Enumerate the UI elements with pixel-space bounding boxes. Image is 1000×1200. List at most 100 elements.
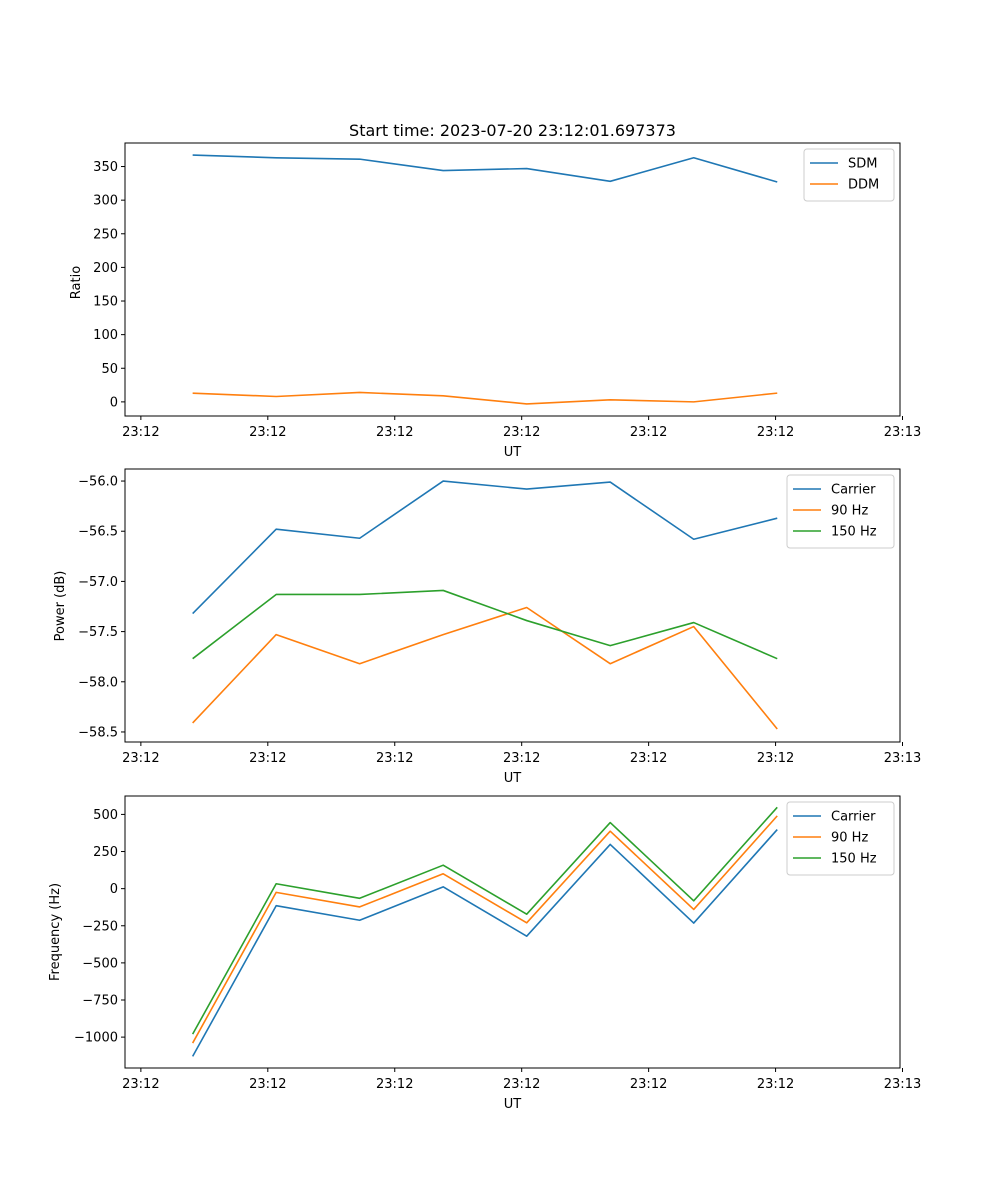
- data-point-90-hz: [525, 921, 528, 924]
- data-point-150-hz: [191, 1033, 194, 1036]
- data-point-150-hz: [358, 897, 361, 900]
- x-tick-label: 23:13: [884, 751, 921, 766]
- series-line-150-hz: [192, 589, 778, 660]
- series-line-ddm: [192, 391, 778, 405]
- x-tick-label: 23:12: [249, 1077, 286, 1092]
- y-tick-label: 150: [93, 295, 118, 310]
- data-point-carrier: [442, 480, 445, 483]
- data-point-150-hz: [609, 821, 612, 824]
- data-point-150-hz: [692, 621, 695, 624]
- x-axis-label: UT: [504, 771, 522, 786]
- data-point-150-hz: [525, 913, 528, 916]
- x-tick-label: 23:12: [630, 751, 667, 766]
- data-point-sdm: [525, 167, 528, 170]
- data-point-carrier: [692, 922, 695, 925]
- x-tick-label: 23:12: [376, 751, 413, 766]
- data-point-ddm: [191, 392, 194, 395]
- legend-label: 90 Hz: [831, 831, 868, 846]
- legend-label: 150 Hz: [831, 525, 877, 540]
- y-tick-label: 250: [93, 227, 118, 242]
- data-point-90-hz: [358, 662, 361, 665]
- data-point-carrier: [692, 538, 695, 541]
- x-tick-label: 23:12: [122, 425, 159, 440]
- y-tick-label: 0: [110, 882, 118, 897]
- y-tick-label: 0: [110, 395, 118, 410]
- data-point-carrier: [525, 935, 528, 938]
- y-tick-label: 350: [93, 160, 118, 175]
- data-point-ddm: [692, 400, 695, 403]
- plot-area: [124, 142, 901, 417]
- series-line-carrier: [192, 480, 778, 615]
- data-point-150-hz: [525, 619, 528, 622]
- data-point-carrier: [275, 904, 278, 907]
- y-tick-label: −500: [82, 956, 118, 971]
- x-tick-label: 23:12: [503, 751, 540, 766]
- data-point-carrier: [191, 612, 194, 615]
- data-point-carrier: [442, 885, 445, 888]
- y-tick-label: 500: [93, 808, 118, 823]
- data-point-sdm: [191, 154, 194, 157]
- series-line-150-hz: [191, 806, 778, 1035]
- data-point-150-hz: [776, 806, 779, 809]
- data-point-ddm: [358, 391, 361, 394]
- data-point-carrier: [191, 1055, 194, 1058]
- x-axis-label: UT: [504, 1097, 522, 1112]
- data-point-90-hz: [442, 633, 445, 636]
- y-tick-label: −56.0: [78, 475, 118, 490]
- legend-box: [786, 801, 895, 876]
- data-point-sdm: [776, 181, 779, 184]
- data-point-90-hz: [525, 606, 528, 609]
- legend-label: DDM: [848, 178, 879, 193]
- data-point-90-hz: [776, 814, 779, 817]
- data-point-90-hz: [275, 891, 278, 894]
- y-tick-label: 250: [93, 845, 118, 860]
- y-axis-label: Frequency (Hz): [48, 883, 63, 981]
- series-line-carrier: [191, 829, 778, 1057]
- frequency-panel: UT Frequency (Hz) 23:12 23:12 23:12 23:12 23…: [48, 795, 921, 1112]
- data-point-carrier: [609, 843, 612, 846]
- data-point-sdm: [358, 158, 361, 161]
- plot-area: [124, 795, 901, 1069]
- data-point-carrier: [609, 481, 612, 484]
- legend-label: 90 Hz: [831, 504, 868, 519]
- chart-title: Start time: 2023-07-20 23:12:01.697373: [349, 121, 676, 140]
- x-tick-label: 23:12: [376, 425, 413, 440]
- data-point-150-hz: [442, 589, 445, 592]
- x-tick-label: 23:12: [376, 1077, 413, 1092]
- x-axis-label: UT: [504, 445, 522, 460]
- data-point-sdm: [609, 180, 612, 183]
- y-tick-label: −250: [82, 919, 118, 934]
- data-point-ddm: [442, 394, 445, 397]
- y-tick-label: −57.0: [78, 575, 118, 590]
- y-tick-label: −1000: [74, 1031, 118, 1046]
- y-tick-label: 200: [93, 261, 118, 276]
- data-point-150-hz: [692, 899, 695, 902]
- y-tick-label: 100: [93, 328, 118, 343]
- y-axis-label: Ratio: [69, 266, 84, 299]
- x-tick-label: 23:12: [503, 425, 540, 440]
- legend: Carrier 90 Hz 150 Hz: [786, 801, 895, 876]
- x-tick-label: 23:12: [757, 425, 794, 440]
- legend-label: 150 Hz: [831, 852, 877, 867]
- series-line-90-hz: [192, 606, 778, 730]
- y-tick-label: −57.5: [78, 625, 118, 640]
- data-point-150-hz: [609, 644, 612, 647]
- data-point-sdm: [692, 156, 695, 159]
- data-point-carrier: [776, 517, 779, 520]
- data-point-90-hz: [358, 905, 361, 908]
- data-point-sdm: [275, 156, 278, 159]
- legend: SDM DDM: [803, 148, 895, 202]
- legend-label: SDM: [848, 157, 877, 172]
- x-tick-label: 23:13: [884, 1077, 921, 1092]
- plot-area: [124, 468, 901, 743]
- x-tick-label: 23:12: [630, 1077, 667, 1092]
- data-point-carrier: [275, 528, 278, 531]
- y-tick-label: 50: [101, 362, 118, 377]
- data-point-carrier: [358, 537, 361, 540]
- legend-label: Carrier: [831, 810, 876, 825]
- data-point-ddm: [525, 402, 528, 405]
- data-point-90-hz: [609, 830, 612, 833]
- y-tick-label: −56.5: [78, 525, 118, 540]
- y-tick-label: −58.0: [78, 675, 118, 690]
